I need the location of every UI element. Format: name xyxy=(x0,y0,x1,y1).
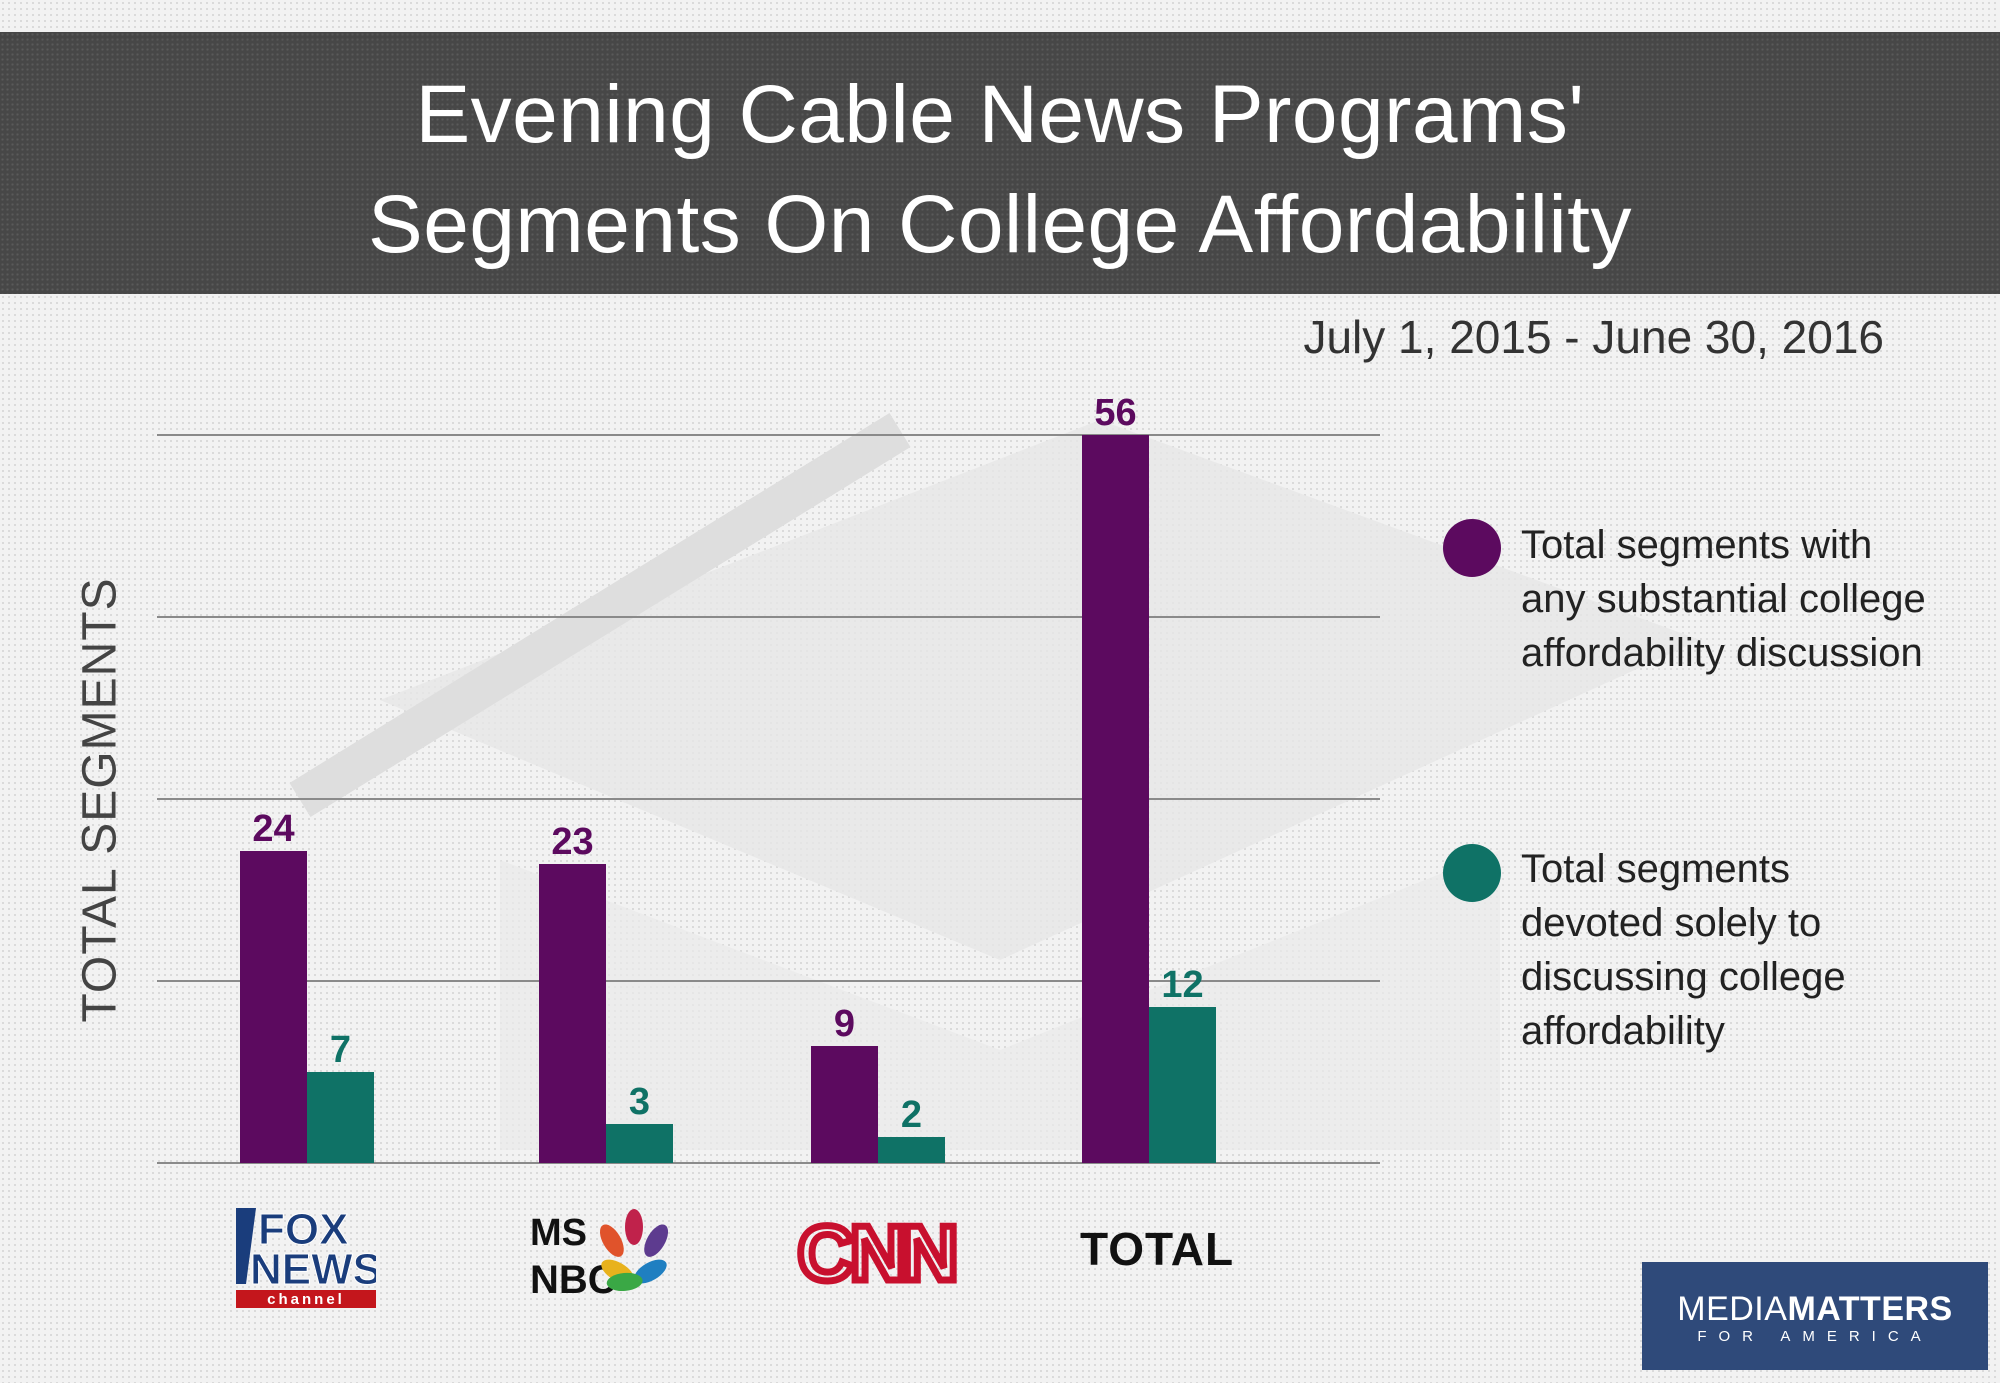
fox-logo-line3: channel xyxy=(267,1291,345,1308)
category-label-total: TOTAL xyxy=(1080,1223,1235,1275)
legend-label-solely-devoted: Total segments devoted solely to discuss… xyxy=(1521,847,1846,1053)
fox-logo-line2: NEWS xyxy=(250,1245,376,1294)
data-label: 3 xyxy=(629,1081,650,1123)
media-matters-tagline: FOR AMERICA xyxy=(1697,1328,1933,1345)
media-matters-logo: MEDIAMATTERS FOR AMERICA xyxy=(1642,1262,1988,1370)
bar-any-3 xyxy=(1082,435,1149,1163)
data-label: 23 xyxy=(551,821,593,863)
cnn-logo-text: CNN xyxy=(798,1209,955,1297)
data-label: 2 xyxy=(901,1094,922,1136)
fox-news-channel-logo: FOX NEWS channel xyxy=(236,1205,376,1308)
bar-solely-3 xyxy=(1149,1007,1216,1163)
bar-any-2 xyxy=(811,1046,878,1163)
bar-solely-2 xyxy=(878,1137,945,1163)
date-range-subtitle: July 1, 2015 - June 30, 2016 xyxy=(1303,311,1884,363)
fox-logo-line1: FOX xyxy=(258,1205,348,1254)
data-label: 24 xyxy=(252,808,294,850)
bar-solely-0 xyxy=(307,1072,374,1163)
legend-swatch-any-discussion xyxy=(1443,519,1501,577)
data-label: 56 xyxy=(1094,392,1136,434)
legend-swatch-solely-devoted xyxy=(1443,844,1501,902)
legend-label-any-discussion: Total segments with any substantial coll… xyxy=(1521,523,1926,675)
chart-title-line-2: Segments On College Affordability xyxy=(368,179,1632,270)
title-band xyxy=(0,32,2000,294)
data-label: 9 xyxy=(834,1003,855,1045)
msnbc-peacock-logo: MS NBC xyxy=(530,1209,669,1302)
bar-any-1 xyxy=(539,864,606,1163)
bar-any-0 xyxy=(240,851,307,1163)
chart-title-line-1: Evening Cable News Programs' xyxy=(415,69,1585,160)
media-matters-wordmark: MEDIAMATTERS xyxy=(1677,1290,1953,1328)
data-label: 7 xyxy=(330,1029,351,1071)
cnn-logo: CNN xyxy=(794,1208,962,1298)
data-label: 12 xyxy=(1161,964,1203,1006)
msnbc-logo-line1: MS xyxy=(530,1212,587,1254)
bar-solely-1 xyxy=(606,1124,673,1163)
